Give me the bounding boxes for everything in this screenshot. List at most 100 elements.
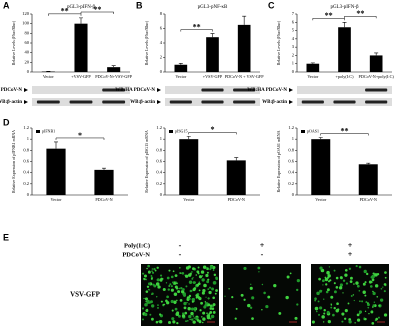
gfp-cell	[358, 289, 361, 292]
y-tick-label: 7	[292, 11, 295, 16]
gfp-cell	[201, 278, 205, 282]
gfp-cell	[251, 317, 254, 320]
gfp-cell	[187, 307, 190, 309]
gfp-cell	[315, 310, 318, 313]
x-tick-label: PDCoV-N	[360, 197, 377, 202]
gfp-cell	[181, 312, 185, 315]
gfp-cell	[145, 290, 149, 293]
gfp-cell	[192, 315, 195, 317]
error-bar	[186, 136, 191, 140]
legend-label: pOAS1	[307, 128, 319, 133]
gfp-cell	[162, 303, 165, 306]
gfp-cell	[143, 297, 145, 300]
gfp-cell	[267, 295, 271, 299]
gfp-cell	[145, 278, 147, 281]
gfp-cell	[369, 285, 373, 288]
y-tick-label: 0.6	[288, 159, 294, 164]
gfp-cell	[258, 271, 260, 273]
gfp-cell	[371, 278, 375, 282]
gfp-cell	[186, 301, 188, 304]
gfp-cell	[364, 294, 367, 297]
panel-label: C	[268, 0, 275, 10]
gfp-cell	[183, 306, 187, 310]
gfp-cell	[188, 297, 191, 301]
blot-band	[169, 100, 192, 104]
y-tick-label: 6	[292, 19, 295, 24]
bar	[358, 164, 378, 195]
y-tick-label: 0	[292, 192, 295, 197]
y-tick-label: 0.8	[288, 147, 294, 152]
gfp-cell	[385, 314, 387, 316]
bar	[226, 160, 246, 195]
chart-title: pGL3-pNF-κB	[198, 5, 228, 10]
blot-band	[233, 100, 256, 104]
gfp-cell	[350, 276, 353, 280]
bar	[237, 24, 251, 72]
gfp-cell	[333, 269, 336, 272]
y-tick-label: 8	[160, 11, 163, 16]
gfp-cell	[350, 295, 353, 297]
significance-label: **	[341, 126, 349, 135]
panel-label: D	[3, 117, 10, 127]
y-tick-label: 0.6	[156, 159, 162, 164]
x-tick-label: Vector	[183, 197, 195, 202]
gfp-cell	[149, 300, 153, 304]
gfp-cell	[355, 265, 358, 268]
gfp-cell	[201, 275, 204, 277]
gfp-cell	[247, 303, 251, 308]
gfp-cell	[224, 295, 226, 297]
gfp-cell	[321, 279, 325, 283]
gfp-cell	[189, 318, 191, 321]
gfp-cell	[162, 287, 166, 292]
y-tick-label: 100	[22, 21, 30, 26]
significance-bracket	[48, 13, 82, 16]
gfp-cell	[146, 285, 150, 288]
y-tick-label: 80	[25, 30, 30, 35]
panel-label: B	[136, 0, 143, 10]
gfp-cell	[175, 312, 179, 317]
gfp-cell	[338, 286, 343, 290]
bar	[206, 37, 219, 72]
blot-band	[102, 88, 126, 92]
y-tick-label: 0.2	[156, 181, 162, 186]
gfp-cell	[335, 308, 339, 313]
gfp-cell	[148, 270, 151, 273]
y-tick-label: 0.2	[288, 181, 294, 186]
gfp-cell	[364, 317, 367, 321]
gfp-cell	[177, 290, 181, 294]
gfp-cell	[191, 271, 193, 273]
gfp-cell	[366, 303, 370, 307]
significance-label: **	[193, 22, 201, 31]
blot-arrow	[289, 88, 293, 92]
gfp-cell	[212, 267, 215, 269]
gfp-cell	[171, 281, 175, 284]
gfp-cell	[349, 280, 353, 284]
significance-label: *	[211, 125, 215, 134]
legend-label: pISG15	[175, 128, 187, 133]
gfp-cell	[189, 289, 193, 293]
gfp-cell	[314, 306, 319, 311]
image-label: VSV-GFP	[70, 291, 101, 299]
gfp-cell	[344, 273, 348, 277]
gfp-cell	[207, 297, 210, 300]
gfp-cell	[341, 320, 344, 323]
gfp-cell	[321, 315, 325, 319]
gfp-cell	[188, 280, 193, 285]
error-bar	[318, 137, 323, 140]
gfp-cell	[198, 281, 200, 283]
gfp-cell	[192, 267, 195, 271]
gfp-cell	[202, 289, 206, 293]
gfp-cell	[155, 320, 159, 324]
gfp-cell	[359, 300, 361, 302]
gfp-cell	[196, 270, 200, 274]
x-tick-label: +VSV-GFP	[203, 74, 223, 79]
gfp-cell	[204, 301, 207, 303]
gfp-cell	[339, 283, 343, 287]
y-tick-label: 0	[27, 69, 30, 74]
error-bar	[342, 21, 347, 28]
gfp-cell	[212, 296, 215, 300]
gfp-cell	[155, 282, 160, 286]
gfp-cell	[188, 273, 192, 277]
gfp-cell	[146, 267, 148, 270]
gfp-cell	[327, 320, 331, 324]
